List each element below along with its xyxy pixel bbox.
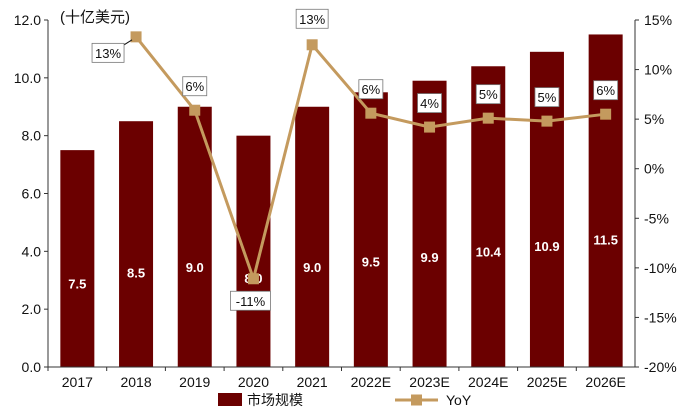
yoy-label-text: 13% — [95, 46, 121, 61]
yoy-marker — [189, 104, 201, 116]
bar-value-label: 8.5 — [127, 266, 145, 281]
yoy-marker — [365, 107, 377, 119]
yoy-marker — [247, 273, 259, 285]
bar-value-label: 9.0 — [303, 260, 321, 275]
x-tick-label: 2025E — [527, 374, 567, 390]
x-tick-label: 2017 — [62, 374, 93, 390]
right-tick-label: 15% — [644, 12, 672, 28]
bar — [471, 66, 506, 368]
yoy-label-box — [295, 8, 329, 29]
yoy-label-text: 4% — [420, 96, 439, 111]
yoy-label-text: -11% — [236, 294, 266, 309]
bar — [295, 106, 330, 367]
yoy-value-label: 13% — [91, 39, 133, 63]
yoy-marker — [482, 112, 494, 124]
left-tick-label: 0.0 — [22, 359, 42, 375]
left-tick-label: 2.0 — [22, 301, 42, 317]
yoy-value-label: 5% — [534, 87, 560, 108]
yoy-value-label: 6% — [182, 76, 208, 97]
bar — [236, 135, 271, 367]
bar — [60, 150, 95, 367]
yoy-value-label: 6% — [593, 80, 619, 101]
bar — [177, 106, 212, 367]
yoy-label-text: 5% — [538, 90, 557, 105]
left-tick-label: 12.0 — [14, 12, 41, 28]
yoy-marker — [306, 39, 318, 51]
yoy-label-box — [593, 80, 619, 101]
right-axis: -20% -15% -10% -5% 0% 5% 10% 15% — [634, 12, 677, 375]
x-tick-label: 2020 — [238, 374, 269, 390]
x-tick-label: 2026E — [585, 374, 625, 390]
yoy-label-box — [91, 42, 125, 63]
left-tick-label: 6.0 — [22, 186, 42, 202]
bar-series: 7.58.59.08.09.09.59.910.410.911.5 — [60, 34, 623, 368]
right-tick-label: -20% — [644, 359, 677, 375]
bar-value-label: 10.4 — [476, 245, 502, 260]
yoy-marker — [541, 115, 553, 127]
yoy-value-label: 5% — [475, 84, 501, 105]
yoy-label-box — [230, 290, 271, 311]
yoy-value-label: -11% — [230, 290, 271, 311]
yoy-label-box — [358, 79, 384, 100]
x-tick-label: 2021 — [297, 374, 328, 390]
bar-value-label: 10.9 — [534, 239, 559, 254]
left-tick-label: 10.0 — [14, 70, 41, 86]
yoy-label-text: 6% — [596, 83, 615, 98]
right-tick-label: -5% — [644, 210, 669, 226]
yoy-label-box — [534, 87, 560, 108]
left-axis-unit-label: (十亿美元) — [60, 9, 130, 26]
right-tick-label: -15% — [644, 309, 677, 325]
left-tick-label: 8.0 — [22, 128, 42, 144]
yoy-label-box — [475, 84, 501, 105]
yoy-label-text: 6% — [361, 82, 380, 97]
yoy-label-text: 6% — [185, 79, 204, 94]
bar-value-label: 7.5 — [68, 277, 86, 292]
left-tick-label: 4.0 — [22, 243, 42, 259]
yoy-value-label: 4% — [417, 93, 442, 113]
yoy-value-label: 6% — [358, 79, 384, 100]
bar-value-label: 11.5 — [593, 233, 618, 248]
bar-value-label: 9.9 — [421, 250, 439, 265]
left-axis: 0.0 2.0 4.0 6.0 8.0 10.0 12.0 — [14, 12, 49, 375]
right-tick-label: 0% — [644, 161, 664, 177]
yoy-value-label: 13% — [295, 8, 329, 29]
x-tick-label: 2024E — [468, 374, 508, 390]
x-tick-label: 2023E — [409, 374, 449, 390]
yoy-label-text: 13% — [299, 12, 325, 27]
yoy-marker — [600, 108, 612, 120]
yoy-label-box — [417, 93, 442, 113]
bar — [353, 92, 388, 368]
right-tick-label: 5% — [644, 111, 664, 127]
right-tick-label: 10% — [644, 62, 672, 78]
x-tick-label: 2019 — [179, 374, 210, 390]
legend-bar-label: 市场规模 — [247, 392, 303, 408]
bar — [119, 121, 154, 367]
bar-value-label: 9.5 — [362, 255, 380, 270]
x-tick-label: 2018 — [120, 374, 151, 390]
legend-line-marker — [411, 394, 422, 406]
yoy-marker — [130, 31, 142, 43]
bar-value-label: 9.0 — [186, 260, 204, 275]
yoy-marker — [424, 121, 436, 133]
legend: 市场规模 YoY — [218, 392, 472, 408]
x-axis: 2017 2018 2019 2020 2021 2022E 2023E 2024E 2025E… — [47, 366, 635, 390]
yoy-label-text: 5% — [479, 87, 498, 102]
legend-bar-swatch — [218, 393, 242, 406]
legend-line-label: YoY — [446, 392, 472, 408]
x-tick-label: 2022E — [351, 374, 391, 390]
yoy-series: 13% 6% -11% 13% 6% 4% 5% 5% 6% — [91, 8, 619, 311]
right-tick-label: -10% — [644, 260, 677, 276]
yoy-label-box — [182, 76, 208, 97]
